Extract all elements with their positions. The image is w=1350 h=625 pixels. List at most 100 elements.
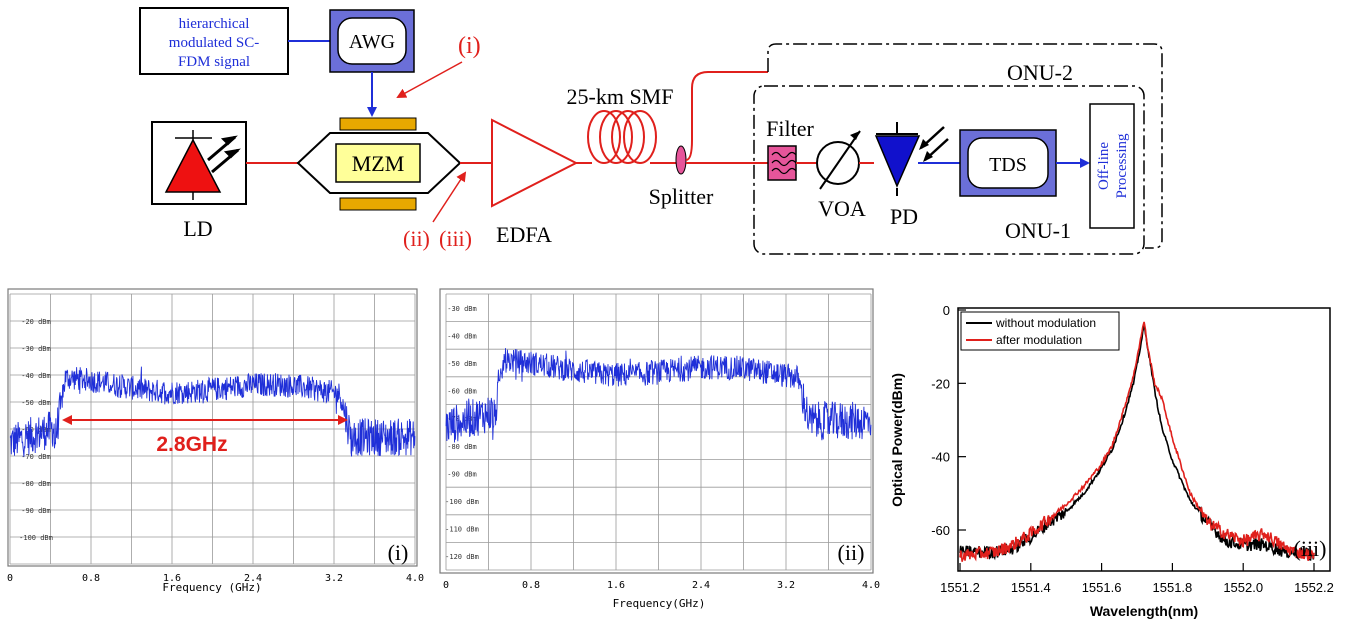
optical-spectrum-panel-iii: 0 -20 -40 -60 1551.2 1551.4 1551.6 1551.8 1552.… [889, 303, 1334, 619]
system-diagram: hierarchical modulated SC- FDM signal AW… [139, 7, 1163, 255]
panel-i-label: (i) [388, 540, 409, 565]
panel-iii-frame [957, 307, 1331, 572]
panel-i-grid [9, 293, 416, 565]
offline-label-line-1: Off-line [1096, 142, 1112, 190]
x-tick-label: 1551.2 [940, 580, 980, 595]
voa-label: VOA [818, 196, 866, 221]
pd-label: PD [890, 204, 918, 229]
x-tick-label: 4.0 [862, 580, 880, 591]
signal-label-line-2: modulated SC- [169, 35, 259, 51]
onu2-boundary [767, 43, 1163, 249]
y-tick-label: -90 dBm [21, 507, 51, 515]
signal-label-line-1: hierarchical [179, 16, 250, 32]
edfa-label: EDFA [496, 222, 552, 247]
y-tick-label: -40 dBm [21, 372, 51, 380]
y-tick-label: -40 [931, 450, 950, 465]
series-after-modulation-line [959, 321, 1315, 562]
mzm-label: MZM [352, 151, 405, 176]
edfa-amplifier [491, 118, 579, 208]
offline-label-line-2: Processing [1114, 133, 1130, 198]
offline-processing-box [1089, 103, 1135, 229]
marker-ii-arrow [432, 171, 467, 223]
y-tick-label: -100 dBm [19, 534, 53, 542]
x-tick-label: 1551.8 [1153, 580, 1193, 595]
panel-ii-x-axis-title: Frequency(GHz) [613, 597, 706, 610]
x-tick-label: 0 [7, 573, 13, 584]
legend-label-without-modulation: without modulation [995, 316, 1096, 330]
x-tick-label: 2.4 [692, 580, 710, 591]
x-tick-label: 2.4 [244, 573, 262, 584]
y-tick-label: -50 dBm [21, 399, 51, 407]
panel-i-x-axis-title: Frequency (GHz) [162, 581, 261, 594]
panel-ii-grid [445, 293, 872, 571]
marker-i-arrow [396, 61, 463, 98]
legend-label-after-modulation: after modulation [996, 333, 1082, 347]
x-tick-label: 1.6 [607, 580, 625, 591]
x-tick-label: 1551.6 [1082, 580, 1122, 595]
x-tick-label: 4.0 [406, 573, 424, 584]
y-tick-label: -20 dBm [21, 318, 51, 326]
x-tick-label: 1.6 [163, 573, 181, 584]
filter-label: Filter [766, 116, 814, 141]
panel-iii-label: (iii) [1294, 536, 1327, 561]
x-tick-label: 3.2 [325, 573, 343, 584]
y-tick-label: -120 dBm [445, 553, 479, 561]
y-tick-label: -80 dBm [447, 443, 477, 451]
signal-source-box [139, 7, 289, 75]
onu1-boundary [753, 85, 1145, 255]
y-tick-label: -60 [931, 523, 950, 538]
y-tick-label: -110 dBm [445, 526, 479, 534]
panel-iii-x-ticks: 1551.2 1551.4 1551.6 1551.8 1552.0 1552.2 [940, 563, 1334, 595]
splitter-icon [675, 145, 687, 175]
y-tick-label: 0 [943, 303, 950, 318]
marker-i-label: (i) [458, 33, 481, 59]
panel-i-spectrum-trace [9, 366, 416, 457]
panel-ii-frame [439, 288, 874, 574]
y-tick-label: -80 dBm [21, 480, 51, 488]
panel-iii-y-axis-title: Optical Power(dBm) [889, 373, 905, 507]
splitter-to-onu2-fiber [685, 71, 768, 161]
spectrum-panel-i: -20 dBm-30 dBm-40 dBm-50 dBm-60 dBm-70 d… [7, 288, 424, 594]
y-tick-label: -30 dBm [447, 305, 477, 313]
tds-label: TDS [989, 154, 1027, 176]
panel-ii-y-ticks: -30 dBm -40 dBm -50 dBm -60 dBm -70 dBm -80 d… [445, 305, 479, 561]
mzm-bottom-electrode [339, 197, 417, 211]
x-tick-label: 0.8 [82, 573, 100, 584]
signal-label-line-3: FDM signal [178, 54, 250, 70]
y-tick-label: -40 dBm [447, 332, 477, 340]
marker-iii-label: (iii) [439, 226, 472, 251]
y-tick-label: -20 [931, 376, 950, 391]
panel-iii-x-axis-title: Wavelength(nm) [1090, 603, 1198, 619]
panel-iii-legend: without modulation after modulation [960, 311, 1120, 351]
y-tick-label: -70 dBm [447, 415, 477, 423]
awg-label: AWG [349, 31, 395, 53]
y-tick-label: -70 dBm [21, 453, 51, 461]
mzm-core [335, 143, 421, 183]
onu2-label: ONU-2 [1007, 60, 1073, 85]
smf-coil-icon [576, 110, 680, 164]
x-tick-label: 0.8 [522, 580, 540, 591]
panel-ii-x-ticks: 0 0.8 1.6 2.4 3.2 4.0 [443, 580, 880, 591]
mzm-top-electrode [339, 117, 417, 131]
ld-label: LD [183, 216, 212, 241]
y-tick-label: -90 dBm [447, 470, 477, 478]
smf-label: 25-km SMF [567, 84, 674, 109]
panel-iii-y-ticks: 0 -20 -40 -60 [931, 303, 966, 538]
onu1-label: ONU-1 [1005, 218, 1071, 243]
spectrum-panel-ii: -30 dBm -40 dBm -50 dBm -60 dBm -70 dBm -80 d… [439, 288, 880, 610]
marker-ii-label: (ii) [403, 226, 430, 251]
y-tick-label: -60 dBm [447, 388, 477, 396]
bandwidth-annotation: 2.8GHz [156, 433, 227, 456]
panel-ii-label: (ii) [838, 540, 865, 565]
y-tick-label: -50 dBm [447, 360, 477, 368]
photodiode-icon [874, 135, 921, 188]
panel-i-x-ticks: 0 0.8 1.6 2.4 3.2 4.0 [7, 573, 424, 584]
x-tick-label: 1552.2 [1294, 580, 1334, 595]
y-tick-label: -30 dBm [21, 345, 51, 353]
splitter-label: Splitter [649, 184, 714, 209]
x-tick-label: 1551.4 [1011, 580, 1051, 595]
x-tick-label: 1552.0 [1223, 580, 1263, 595]
panel-ii-spectrum-trace [445, 348, 872, 443]
y-tick-label: -100 dBm [445, 498, 479, 506]
x-tick-label: 3.2 [777, 580, 795, 591]
